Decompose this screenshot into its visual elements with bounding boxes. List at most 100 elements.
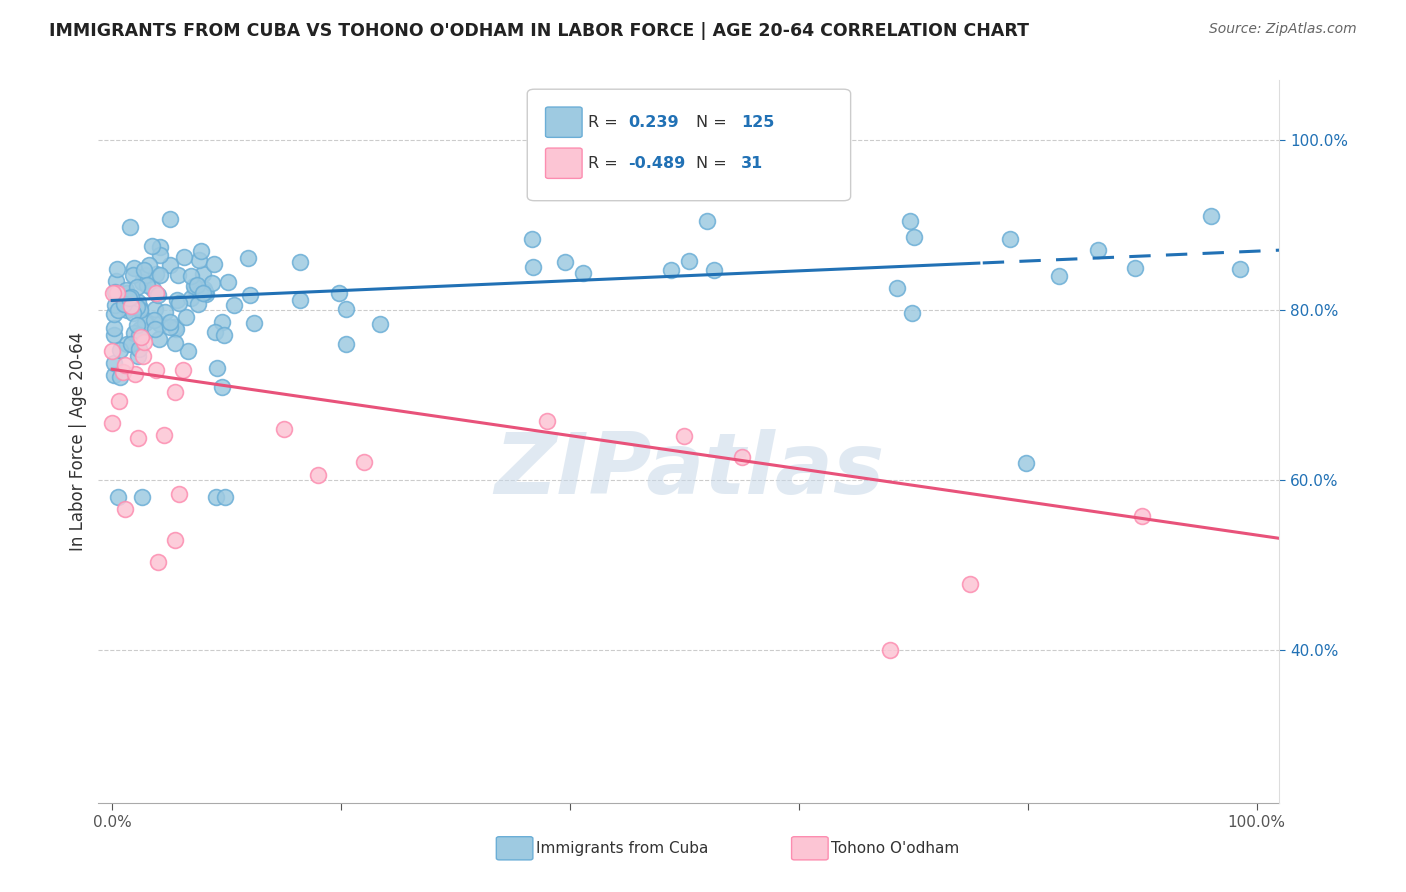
Point xyxy=(159,211,181,226)
Point xyxy=(145,363,167,377)
Point xyxy=(141,239,163,253)
Point xyxy=(193,282,215,296)
Point xyxy=(201,276,224,290)
Point xyxy=(153,305,176,319)
Point xyxy=(159,315,181,329)
Point xyxy=(149,317,172,331)
Point xyxy=(117,300,139,314)
Point xyxy=(353,455,375,469)
Point xyxy=(127,301,149,315)
Point xyxy=(117,302,139,317)
Point xyxy=(159,258,181,272)
Point xyxy=(290,255,312,269)
Point xyxy=(101,344,124,359)
Point xyxy=(167,296,190,310)
Point xyxy=(115,283,138,297)
Point xyxy=(117,285,139,300)
Point xyxy=(163,320,186,334)
Text: -0.489: -0.489 xyxy=(628,156,686,170)
Point xyxy=(143,302,166,317)
Point xyxy=(335,301,357,316)
Point xyxy=(180,291,202,305)
Point xyxy=(103,368,125,383)
Point xyxy=(998,232,1021,246)
Point xyxy=(103,285,125,300)
Text: ZIPatlas: ZIPatlas xyxy=(494,429,884,512)
Point xyxy=(118,291,141,305)
Point xyxy=(1015,456,1038,470)
Point xyxy=(898,213,921,227)
Point xyxy=(1123,261,1146,276)
Point xyxy=(129,322,152,336)
Point xyxy=(124,367,146,381)
Point xyxy=(195,287,218,301)
Point xyxy=(214,490,236,504)
Point xyxy=(335,337,357,351)
Point xyxy=(145,285,167,300)
Point xyxy=(118,219,141,234)
Point xyxy=(122,295,145,310)
Point xyxy=(128,327,150,342)
Point xyxy=(183,278,205,293)
Point xyxy=(103,307,125,321)
Point xyxy=(522,260,544,274)
Text: IMMIGRANTS FROM CUBA VS TOHONO O'ODHAM IN LABOR FORCE | AGE 20-64 CORRELATION CH: IMMIGRANTS FROM CUBA VS TOHONO O'ODHAM I… xyxy=(49,22,1029,40)
Point xyxy=(103,298,125,312)
Point xyxy=(886,281,908,295)
Point xyxy=(103,328,125,343)
Point xyxy=(900,306,922,320)
Point xyxy=(127,349,149,363)
Point xyxy=(520,231,543,245)
Point xyxy=(129,301,152,315)
Text: Immigrants from Cuba: Immigrants from Cuba xyxy=(536,841,709,855)
Point xyxy=(104,274,127,288)
Point xyxy=(146,555,169,569)
Point xyxy=(1087,243,1109,257)
Text: Source: ZipAtlas.com: Source: ZipAtlas.com xyxy=(1209,22,1357,37)
Point xyxy=(328,285,350,300)
Point xyxy=(368,317,391,331)
Point xyxy=(186,277,208,292)
Point xyxy=(145,267,167,281)
Point xyxy=(146,288,169,302)
Text: N =: N = xyxy=(696,115,727,129)
Point xyxy=(149,248,172,262)
Point xyxy=(125,318,148,332)
Point xyxy=(143,313,166,327)
Point xyxy=(107,490,129,504)
Text: 0.239: 0.239 xyxy=(628,115,679,129)
Point xyxy=(131,275,153,289)
Point xyxy=(659,262,682,277)
Point xyxy=(190,244,212,259)
Point xyxy=(142,282,165,296)
Point xyxy=(134,313,156,327)
Point xyxy=(1047,269,1070,284)
Point xyxy=(127,295,149,310)
Point xyxy=(149,239,172,253)
Point xyxy=(1130,508,1153,523)
Point xyxy=(188,253,211,268)
Point xyxy=(132,335,155,350)
Point xyxy=(166,293,188,308)
Point xyxy=(536,414,558,428)
Point xyxy=(122,305,145,319)
Point xyxy=(120,298,142,312)
Point xyxy=(115,337,138,351)
Point xyxy=(148,332,170,346)
Point xyxy=(107,394,129,409)
Point xyxy=(105,285,128,300)
Point xyxy=(217,275,239,289)
Point xyxy=(143,322,166,336)
Point xyxy=(239,288,262,302)
Point xyxy=(149,268,172,282)
Point xyxy=(122,326,145,340)
Point xyxy=(153,427,176,442)
Point xyxy=(163,335,186,350)
Point xyxy=(191,267,214,281)
Point xyxy=(273,422,295,436)
Point xyxy=(183,282,205,296)
Point xyxy=(159,320,181,334)
Text: 125: 125 xyxy=(741,115,775,129)
Point xyxy=(163,533,186,548)
Point xyxy=(188,285,211,300)
